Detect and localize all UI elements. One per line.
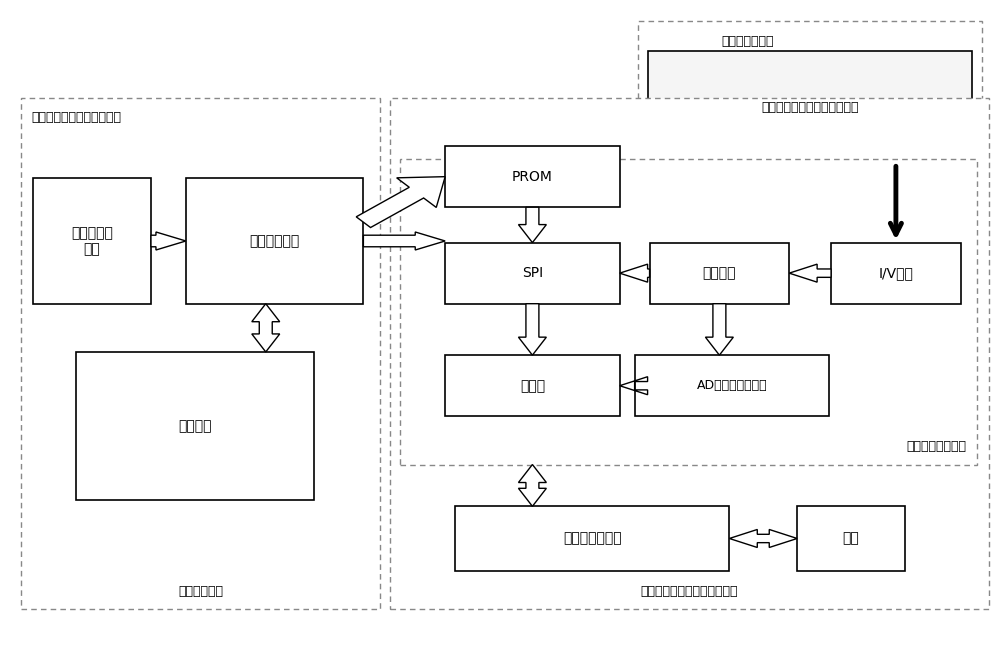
Text: PROM: PROM — [512, 170, 553, 183]
Polygon shape — [151, 232, 186, 250]
Text: 无线通讯收发器: 无线通讯收发器 — [563, 532, 622, 545]
Text: 四象限单结砲化镑光电池组件: 四象限单结砲化镑光电池组件 — [761, 101, 858, 114]
Text: 处理器: 处理器 — [520, 379, 545, 393]
Polygon shape — [518, 304, 546, 355]
Text: 信号采集处理单元: 信号采集处理单元 — [907, 440, 967, 453]
Bar — [831, 243, 961, 304]
Text: 微能量收集
单元: 微能量收集 单元 — [71, 226, 113, 256]
Bar — [186, 178, 363, 304]
Text: 增益放大: 增益放大 — [703, 266, 736, 280]
Bar — [76, 352, 314, 500]
Polygon shape — [252, 304, 280, 352]
Text: 天线: 天线 — [843, 532, 859, 545]
Bar — [650, 243, 789, 304]
Text: SPI: SPI — [522, 266, 543, 280]
Polygon shape — [705, 304, 733, 355]
Text: 超级电容: 超级电容 — [178, 419, 212, 433]
Bar — [445, 355, 620, 416]
Text: 电源管理单元: 电源管理单元 — [250, 234, 300, 248]
Bar — [445, 243, 620, 304]
Polygon shape — [518, 207, 546, 243]
Bar — [797, 506, 905, 570]
Text: 信号采集处理及无线通讯单元: 信号采集处理及无线通讯单元 — [641, 585, 738, 598]
Text: AD采集与信号处理: AD采集与信号处理 — [697, 379, 767, 392]
Polygon shape — [789, 264, 831, 282]
Text: I/V变换: I/V变换 — [878, 266, 913, 280]
Polygon shape — [518, 464, 546, 506]
Bar — [455, 506, 729, 570]
Bar — [445, 146, 620, 207]
Polygon shape — [620, 377, 648, 395]
Bar — [648, 51, 972, 163]
Bar — [390, 98, 989, 609]
Text: 微能量收集及电源管理单元: 微能量收集及电源管理单元 — [31, 110, 121, 124]
Polygon shape — [356, 176, 445, 227]
Bar — [33, 178, 151, 304]
Text: 能量存储单元: 能量存储单元 — [178, 585, 223, 598]
Polygon shape — [620, 264, 650, 282]
Polygon shape — [729, 530, 797, 547]
Text: 太阳敏感器探头: 太阳敏感器探头 — [721, 35, 774, 48]
Bar — [400, 159, 977, 464]
Bar — [635, 355, 829, 416]
Bar — [638, 21, 982, 175]
Bar — [21, 98, 380, 609]
Polygon shape — [363, 232, 445, 250]
